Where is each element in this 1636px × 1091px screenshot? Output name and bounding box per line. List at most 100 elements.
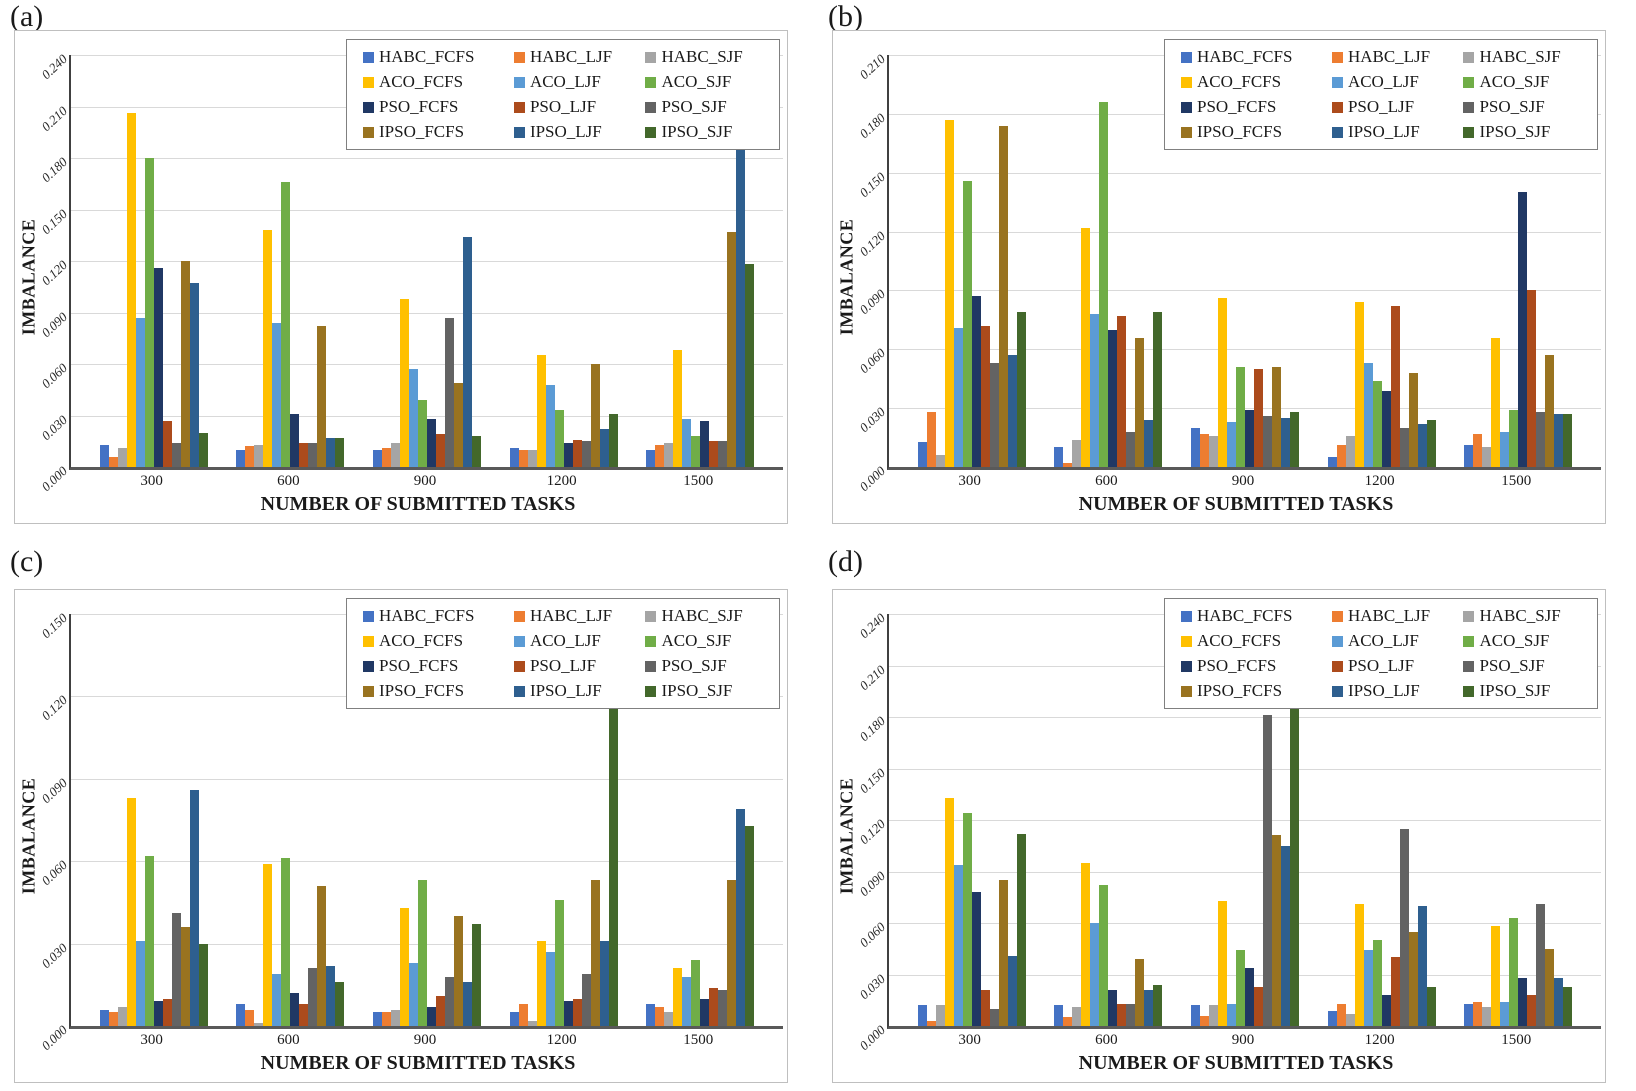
x-tick-label-1200: 1200 xyxy=(1364,1032,1395,1048)
legend-item-ACO_LJF: ACO_LJF xyxy=(513,631,644,651)
bar-PSO_LJF-900 xyxy=(435,995,445,1026)
x-tick-label-1200: 1200 xyxy=(1364,473,1395,489)
bar-HABC_FCFS-300 xyxy=(917,441,927,467)
bar-PSO_SJF-1200 xyxy=(581,441,591,467)
bar-HABC_LJF-900 xyxy=(1199,1015,1209,1026)
bar-ACO_SJF-1200 xyxy=(554,899,564,1026)
bar-PSO_FCFS-1200 xyxy=(1381,390,1391,467)
bar-HABC_LJF-1500 xyxy=(1473,1001,1483,1026)
plot-area-b xyxy=(887,55,1601,470)
legend-swatch-HABC_LJF xyxy=(1331,610,1343,622)
bar-HABC_LJF-900 xyxy=(1199,433,1209,467)
legend-swatch-IPSO_FCFS xyxy=(1181,685,1192,697)
gridline xyxy=(71,943,783,945)
bar-HABC_SJF-1500 xyxy=(664,1012,674,1026)
bar-IPSO_FCFS-300 xyxy=(180,927,190,1026)
legend-swatch-HABC_LJF xyxy=(1331,51,1343,63)
x-tick-label-1200: 1200 xyxy=(546,1032,577,1048)
y-tick-label: 0.180 xyxy=(38,154,70,186)
x-tick-labels: 300 600 900 1200 1500 xyxy=(887,473,1599,490)
legend-item-ACO_FCFS: ACO_FCFS xyxy=(1181,72,1330,92)
chart-box-d: IMBALANCE 0.000 0.030 0.060 0.090 0.120 0.150 0… xyxy=(832,589,1606,1083)
bar-IPSO_SJF-1500 xyxy=(1563,986,1573,1026)
bar-group-1200 xyxy=(509,614,618,1026)
bar-PSO_SJF-300 xyxy=(989,1008,999,1026)
x-tick-label-1500: 1500 xyxy=(683,1032,714,1048)
y-tick-label: 0.030 xyxy=(856,404,888,436)
bar-PSO_LJF-1200 xyxy=(572,439,582,467)
legend-label-IPSO_FCFS: IPSO_FCFS xyxy=(379,681,465,700)
bar-IPSO_FCFS-300 xyxy=(998,880,1008,1026)
x-axis-title: NUMBER OF SUBMITTED TASKS xyxy=(1078,1052,1394,1074)
bar-HABC_LJF-600 xyxy=(1063,463,1073,467)
bar-ACO_SJF-1500 xyxy=(691,436,701,467)
y-tick-label: 0.120 xyxy=(856,816,888,848)
legend-swatch-IPSO_SJF xyxy=(645,685,657,697)
bar-group-600 xyxy=(236,614,345,1026)
bar-PSO_LJF-1500 xyxy=(1527,995,1537,1026)
bar-IPSO_FCFS-1200 xyxy=(1408,931,1418,1026)
legend-swatch-ACO_LJF xyxy=(1331,635,1343,647)
y-tick-label: 0.240 xyxy=(38,51,70,83)
legend-label-IPSO_SJF: IPSO_SJF xyxy=(1479,681,1551,700)
bar-group-300 xyxy=(99,614,208,1026)
panel-d: (d) IMBALANCE 0.000 0.030 0.060 0.090 0.120 0.1… xyxy=(818,545,1636,1091)
legend-swatch-HABC_SJF xyxy=(645,51,657,63)
legend-item-IPSO_SJF: IPSO_SJF xyxy=(645,122,775,142)
legend-label-IPSO_LJF: IPSO_LJF xyxy=(529,681,602,700)
bar-ACO_FCFS-300 xyxy=(126,113,136,467)
bar-PSO_FCFS-300 xyxy=(971,296,981,467)
bar-ACO_SJF-300 xyxy=(962,813,972,1026)
bar-PSO_SJF-900 xyxy=(1262,715,1272,1026)
y-tick-label: 0.060 xyxy=(38,857,70,889)
bar-PSO_LJF-900 xyxy=(1253,986,1263,1026)
bar-PSO_LJF-1500 xyxy=(1527,290,1537,467)
bar-PSO_FCFS-900 xyxy=(1244,967,1254,1026)
gridline xyxy=(71,415,783,417)
legend-item-PSO_LJF: PSO_LJF xyxy=(1331,656,1462,676)
x-tick-label-600: 600 xyxy=(277,1032,300,1048)
gridline xyxy=(71,261,783,262)
legend-a: HABC_FCFS HABC_LJF HABC_SJF ACO_FCFS ACO_LJF… xyxy=(346,39,780,150)
legend-label-HABC_LJF: HABC_LJF xyxy=(1347,606,1431,625)
bar-PSO_FCFS-600 xyxy=(1108,989,1118,1026)
bar-ACO_LJF-900 xyxy=(1226,421,1236,467)
legend-item-HABC_LJF: HABC_LJF xyxy=(1331,47,1462,67)
y-tick-label: 0.000 xyxy=(38,463,70,495)
bar-ACO_FCFS-900 xyxy=(399,298,409,467)
gridline xyxy=(71,158,783,159)
y-tick-label: 0.210 xyxy=(856,51,888,83)
legend-label-HABC_FCFS: HABC_FCFS xyxy=(1197,606,1293,625)
bar-HABC_SJF-900 xyxy=(390,1009,400,1026)
legend-item-HABC_LJF: HABC_LJF xyxy=(513,47,644,67)
bar-IPSO_FCFS-1500 xyxy=(727,231,737,467)
bar-PSO_LJF-900 xyxy=(1253,368,1263,467)
legend-d: HABC_FCFS HABC_LJF HABC_SJF ACO_FCFS ACO_LJF… xyxy=(1164,598,1598,709)
y-axis-title: IMBALANCE xyxy=(18,218,39,336)
legend-item-PSO_SJF: PSO_SJF xyxy=(645,656,775,676)
legend-item-HABC_FCFS: HABC_FCFS xyxy=(363,47,512,67)
bar-ACO_FCFS-1200 xyxy=(536,355,546,467)
bar-ACO_SJF-1200 xyxy=(1372,380,1382,467)
y-tick-label: 0.030 xyxy=(38,411,70,443)
bar-IPSO_FCFS-600 xyxy=(317,885,327,1026)
bar-ACO_LJF-600 xyxy=(272,973,282,1026)
bar-PSO_FCFS-1500 xyxy=(1518,977,1528,1026)
legend-item-IPSO_LJF: IPSO_LJF xyxy=(1331,122,1462,142)
bar-PSO_LJF-600 xyxy=(1117,315,1127,467)
legend-swatch-IPSO_FCFS xyxy=(363,685,374,697)
bar-PSO_SJF-1200 xyxy=(1399,427,1409,467)
legend-swatch-IPSO_SJF xyxy=(645,126,657,138)
bar-HABC_LJF-300 xyxy=(926,412,936,467)
bar-HABC_LJF-300 xyxy=(108,1012,118,1026)
bar-HABC_FCFS-1200 xyxy=(1327,457,1337,467)
gridline xyxy=(889,290,1601,292)
bar-ACO_LJF-600 xyxy=(1090,313,1100,467)
legend-swatch-HABC_LJF xyxy=(513,51,525,63)
legend-item-ACO_FCFS: ACO_FCFS xyxy=(1181,631,1330,651)
bar-HABC_FCFS-1200 xyxy=(509,1012,519,1026)
legend-label-HABC_LJF: HABC_LJF xyxy=(1347,47,1431,66)
bar-HABC_SJF-300 xyxy=(117,1006,127,1026)
